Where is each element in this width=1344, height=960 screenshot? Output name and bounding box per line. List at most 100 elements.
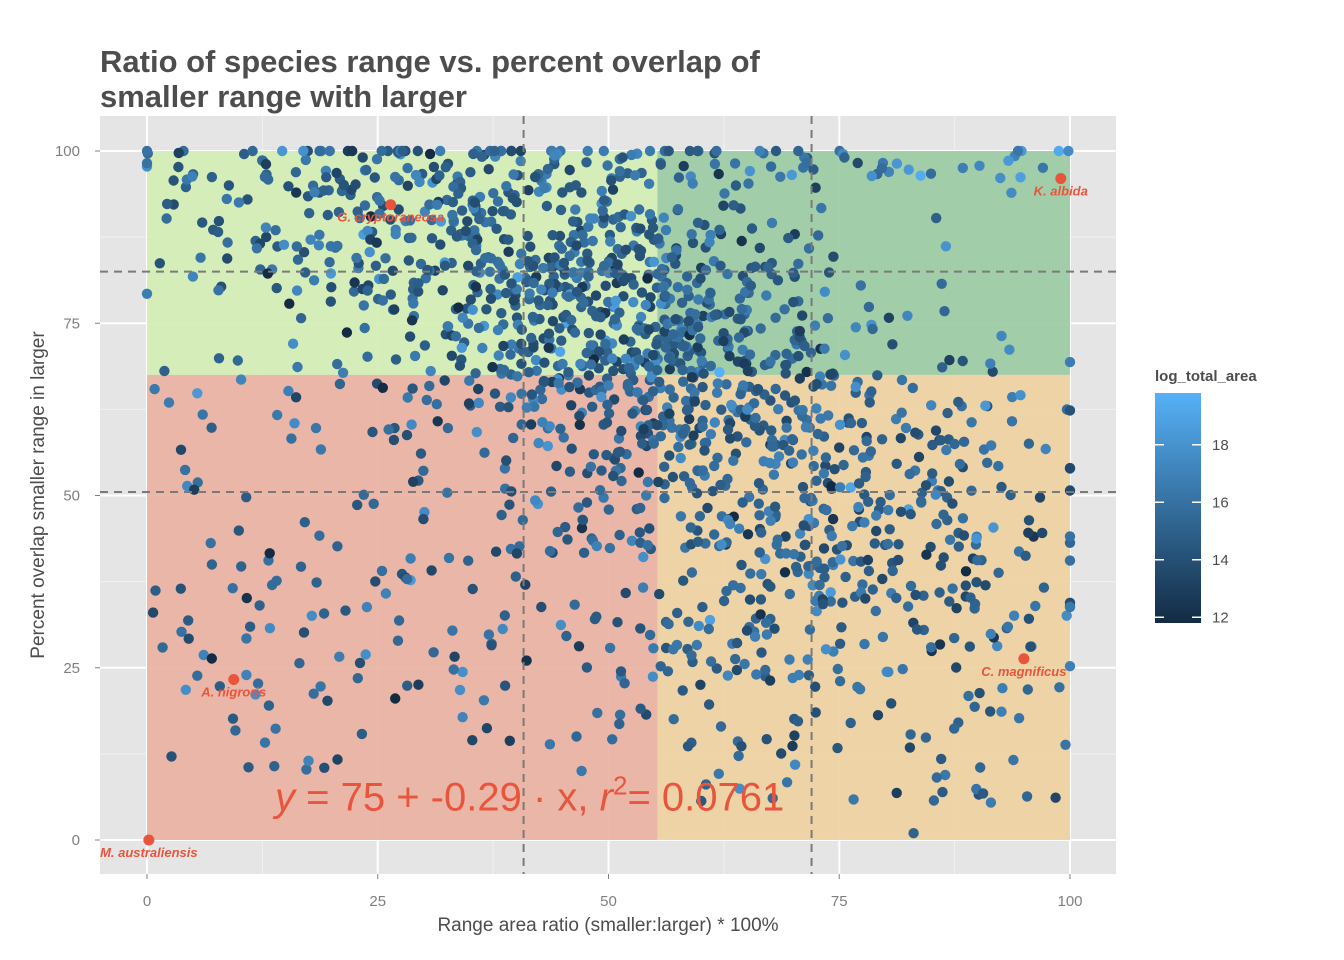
data-point xyxy=(733,750,744,762)
data-point xyxy=(625,211,637,222)
data-point xyxy=(1061,610,1072,621)
data-point xyxy=(159,365,170,377)
data-point xyxy=(581,347,592,359)
color-legend: log_total_area 12 14 16 18 xyxy=(1155,368,1257,626)
data-point xyxy=(471,426,482,438)
data-point xyxy=(598,145,609,157)
highlighted-point-label: G. cryptoraneosa xyxy=(337,210,444,225)
data-point xyxy=(761,734,772,745)
data-point xyxy=(867,584,878,595)
data-point xyxy=(361,164,372,176)
equation-gap xyxy=(589,776,600,820)
data-point xyxy=(198,649,209,661)
data-point xyxy=(755,609,766,620)
data-point xyxy=(974,687,985,699)
data-point xyxy=(247,145,258,157)
data-point xyxy=(687,237,699,249)
data-point xyxy=(506,339,517,350)
highlighted-point xyxy=(228,673,240,685)
data-point xyxy=(891,592,902,604)
data-point xyxy=(1060,739,1071,750)
data-point xyxy=(637,438,648,449)
data-point xyxy=(318,185,329,196)
data-point xyxy=(402,573,413,585)
data-point xyxy=(609,267,620,279)
data-point xyxy=(668,714,679,725)
data-point xyxy=(643,178,655,189)
data-point xyxy=(241,492,252,503)
data-point xyxy=(614,709,626,720)
data-point xyxy=(604,542,616,554)
data-point xyxy=(233,197,245,208)
data-point xyxy=(508,432,519,444)
data-point xyxy=(1013,713,1025,724)
data-point xyxy=(936,753,947,765)
data-point xyxy=(722,670,733,681)
data-point xyxy=(711,663,722,674)
data-point xyxy=(721,379,732,390)
data-point xyxy=(678,471,690,482)
data-point xyxy=(728,455,739,466)
data-point xyxy=(632,387,643,398)
data-point xyxy=(1038,582,1050,593)
data-point xyxy=(826,530,837,542)
data-point xyxy=(592,707,603,719)
data-point xyxy=(820,644,832,655)
data-point xyxy=(529,401,540,412)
data-point xyxy=(516,248,527,259)
data-point xyxy=(784,654,795,665)
data-point xyxy=(324,257,335,268)
data-point xyxy=(443,552,455,564)
data-point xyxy=(819,563,830,574)
data-point xyxy=(652,268,663,280)
data-point xyxy=(648,256,660,267)
data-point xyxy=(576,522,588,534)
data-point xyxy=(750,412,761,424)
data-point xyxy=(264,548,275,559)
data-point xyxy=(971,577,982,588)
data-point xyxy=(811,606,822,617)
data-point xyxy=(997,683,1008,694)
data-point xyxy=(781,422,792,433)
data-point xyxy=(453,302,464,313)
data-point xyxy=(689,387,700,398)
data-point xyxy=(792,716,804,727)
data-point xyxy=(700,779,712,790)
data-point xyxy=(724,306,735,318)
data-point xyxy=(686,650,697,661)
data-point xyxy=(1050,792,1061,803)
data-point xyxy=(730,653,741,665)
equation-equals: = xyxy=(295,776,341,820)
data-point xyxy=(676,297,688,308)
data-point xyxy=(154,258,165,269)
data-point xyxy=(709,460,720,472)
data-point xyxy=(434,170,445,181)
data-point xyxy=(709,529,720,540)
data-point xyxy=(754,547,765,558)
data-point xyxy=(643,361,655,372)
data-point xyxy=(891,458,902,469)
data-point xyxy=(724,351,735,362)
data-point xyxy=(781,777,793,788)
data-point xyxy=(692,536,704,547)
data-point xyxy=(766,425,777,436)
data-point xyxy=(424,148,436,160)
data-point xyxy=(696,355,707,367)
data-point xyxy=(736,559,747,571)
data-point xyxy=(527,311,539,323)
data-point xyxy=(876,434,888,445)
data-point xyxy=(896,374,908,386)
data-point xyxy=(750,261,761,272)
data-point xyxy=(354,657,366,669)
data-point xyxy=(767,793,778,804)
data-point xyxy=(734,783,745,794)
data-point xyxy=(516,388,527,399)
data-point xyxy=(358,300,369,311)
data-point xyxy=(635,245,647,256)
data-point xyxy=(829,464,840,475)
data-point xyxy=(711,145,722,157)
data-point xyxy=(705,429,717,440)
data-point xyxy=(410,169,422,181)
data-point xyxy=(522,256,533,267)
data-point xyxy=(819,286,830,297)
